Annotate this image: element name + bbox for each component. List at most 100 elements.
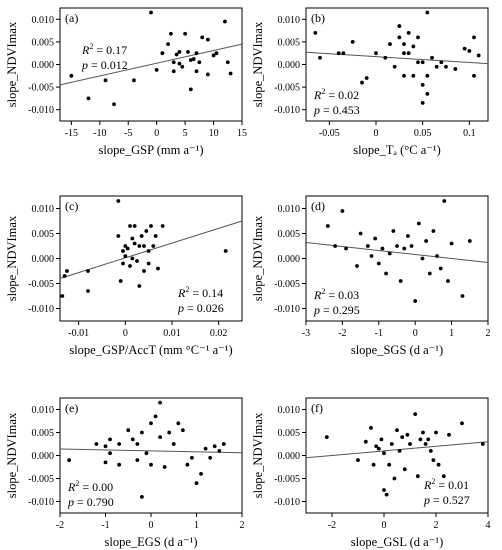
data-point — [373, 236, 378, 241]
data-point — [431, 458, 436, 462]
data-point — [415, 474, 420, 479]
y-axis-label: slope_NDVImax — [5, 412, 19, 498]
data-point — [144, 229, 149, 233]
data-point — [194, 51, 199, 56]
data-point — [360, 80, 364, 85]
data-point — [103, 444, 108, 449]
x-tick-label: 2 — [240, 520, 245, 531]
x-tick-label: 10 — [209, 128, 219, 139]
y-axis-label: slope_NDVImax — [251, 21, 265, 107]
data-point — [363, 439, 368, 444]
data-point — [434, 430, 438, 435]
y-tick-label: -0.005 — [28, 279, 54, 290]
data-point — [313, 30, 318, 35]
data-point — [411, 73, 416, 78]
data-point — [130, 236, 135, 241]
data-point — [158, 435, 163, 439]
data-point — [430, 55, 434, 60]
data-point — [374, 51, 378, 56]
data-point — [413, 299, 418, 303]
y-tick-label: 0.000 — [32, 451, 55, 462]
data-point — [116, 234, 121, 238]
data-point — [132, 224, 137, 228]
data-point — [324, 435, 329, 439]
y-tick-label: 0.010 — [278, 405, 301, 416]
data-point — [318, 55, 322, 60]
y-tick-label: 0.005 — [32, 229, 55, 240]
data-point — [149, 421, 153, 426]
data-point — [130, 437, 135, 442]
data-point — [364, 76, 369, 80]
panel-label: (b) — [311, 11, 325, 25]
y-tick-label: -0.005 — [28, 83, 54, 94]
x-axis-label: slope_GSP/AccT (mm °C⁻¹ a⁻¹) — [69, 343, 232, 357]
data-point — [153, 234, 158, 238]
data-point — [428, 449, 433, 453]
data-point — [167, 430, 172, 435]
data-point — [185, 462, 190, 467]
data-point — [376, 261, 381, 266]
data-point — [383, 55, 388, 60]
x-axis-label: slope_EGS (d a⁻¹) — [105, 535, 198, 549]
x-tick-label: 0 — [154, 128, 159, 139]
y-tick-label: 0.010 — [32, 204, 55, 215]
data-point — [139, 234, 144, 238]
x-tick-label: -2 — [328, 520, 336, 531]
data-point — [211, 53, 216, 58]
data-point — [160, 51, 165, 56]
data-point — [436, 462, 441, 467]
data-point — [421, 430, 425, 435]
data-point — [228, 71, 233, 76]
data-point — [180, 64, 185, 69]
y-tick-label: 0.000 — [278, 451, 301, 462]
data-point — [333, 244, 338, 248]
data-point — [166, 42, 170, 47]
data-point — [344, 246, 348, 251]
x-tick-label: -1 — [101, 520, 109, 531]
data-point — [108, 437, 112, 442]
x-tick-label: -3 — [302, 328, 310, 339]
data-point — [197, 60, 202, 65]
x-tick-label: 4 — [486, 520, 491, 531]
data-point — [425, 10, 430, 15]
data-point — [200, 35, 205, 40]
data-point — [123, 244, 128, 248]
data-point — [118, 279, 123, 283]
x-tick-label: -15 — [65, 128, 78, 139]
y-tick-label: -0.010 — [28, 105, 54, 116]
x-tick-label: -2 — [56, 520, 64, 531]
data-point — [380, 246, 385, 251]
x-tick-label: 1 — [194, 520, 199, 531]
data-point — [94, 442, 99, 446]
data-point — [135, 442, 140, 446]
x-tick-label: 0 — [382, 520, 387, 531]
y-tick-label: -0.010 — [274, 304, 300, 315]
x-tick-label: 2 — [486, 328, 491, 339]
data-point — [103, 460, 108, 465]
data-point — [199, 472, 203, 476]
data-point — [476, 53, 481, 58]
data-point — [392, 476, 397, 481]
data-point — [406, 30, 411, 35]
data-point — [174, 52, 179, 57]
data-point — [186, 49, 190, 54]
data-point — [116, 199, 121, 203]
data-point — [453, 67, 458, 71]
data-point — [441, 474, 446, 479]
data-point — [376, 446, 381, 451]
data-point — [447, 432, 451, 437]
data-point — [467, 49, 472, 53]
data-point — [125, 246, 130, 251]
data-point — [132, 78, 136, 83]
data-point — [472, 35, 476, 40]
data-point — [171, 60, 176, 65]
data-point — [369, 254, 374, 258]
data-point — [146, 261, 151, 266]
data-point — [117, 442, 122, 446]
data-point — [86, 96, 91, 101]
panel-label: (e) — [65, 401, 78, 415]
data-point — [135, 458, 140, 462]
data-point — [416, 35, 420, 40]
data-point — [128, 264, 132, 268]
